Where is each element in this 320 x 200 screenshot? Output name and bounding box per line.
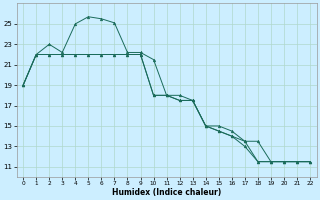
X-axis label: Humidex (Indice chaleur): Humidex (Indice chaleur) (112, 188, 221, 197)
